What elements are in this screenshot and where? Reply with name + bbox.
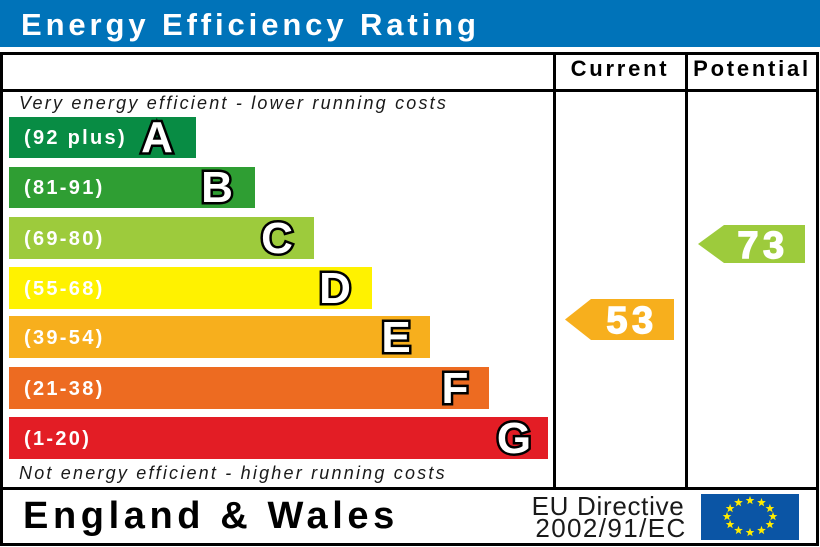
svg-text:73: 73 bbox=[737, 225, 788, 267]
svg-text:EU Directive: EU Directive bbox=[532, 491, 685, 521]
svg-text:F: F bbox=[442, 364, 469, 413]
svg-text:2002/91/EC: 2002/91/EC bbox=[535, 513, 686, 543]
svg-text:(39-54): (39-54) bbox=[24, 327, 105, 349]
svg-text:Very energy efficient - lower: Very energy efficient - lower running co… bbox=[19, 93, 448, 113]
svg-text:Not energy efficient - higher: Not energy efficient - higher running co… bbox=[19, 463, 447, 483]
svg-text:53: 53 bbox=[606, 300, 657, 342]
svg-text:Energy Efficiency Rating: Energy Efficiency Rating bbox=[21, 7, 480, 42]
svg-text:(55-68): (55-68) bbox=[24, 278, 105, 300]
svg-text:E: E bbox=[381, 313, 410, 362]
svg-text:D: D bbox=[319, 264, 351, 313]
svg-text:C: C bbox=[261, 214, 293, 263]
svg-text:(1-20): (1-20) bbox=[24, 428, 91, 450]
svg-text:G: G bbox=[497, 414, 531, 463]
svg-text:(92 plus): (92 plus) bbox=[24, 127, 127, 149]
svg-text:(81-91): (81-91) bbox=[24, 177, 105, 199]
svg-text:Current: Current bbox=[571, 56, 670, 81]
svg-text:Potential: Potential bbox=[693, 56, 811, 81]
svg-text:(69-80): (69-80) bbox=[24, 228, 105, 250]
svg-text:B: B bbox=[201, 163, 233, 212]
svg-text:A: A bbox=[141, 113, 173, 162]
svg-text:England & Wales: England & Wales bbox=[23, 495, 399, 537]
svg-text:(21-38): (21-38) bbox=[24, 378, 105, 400]
